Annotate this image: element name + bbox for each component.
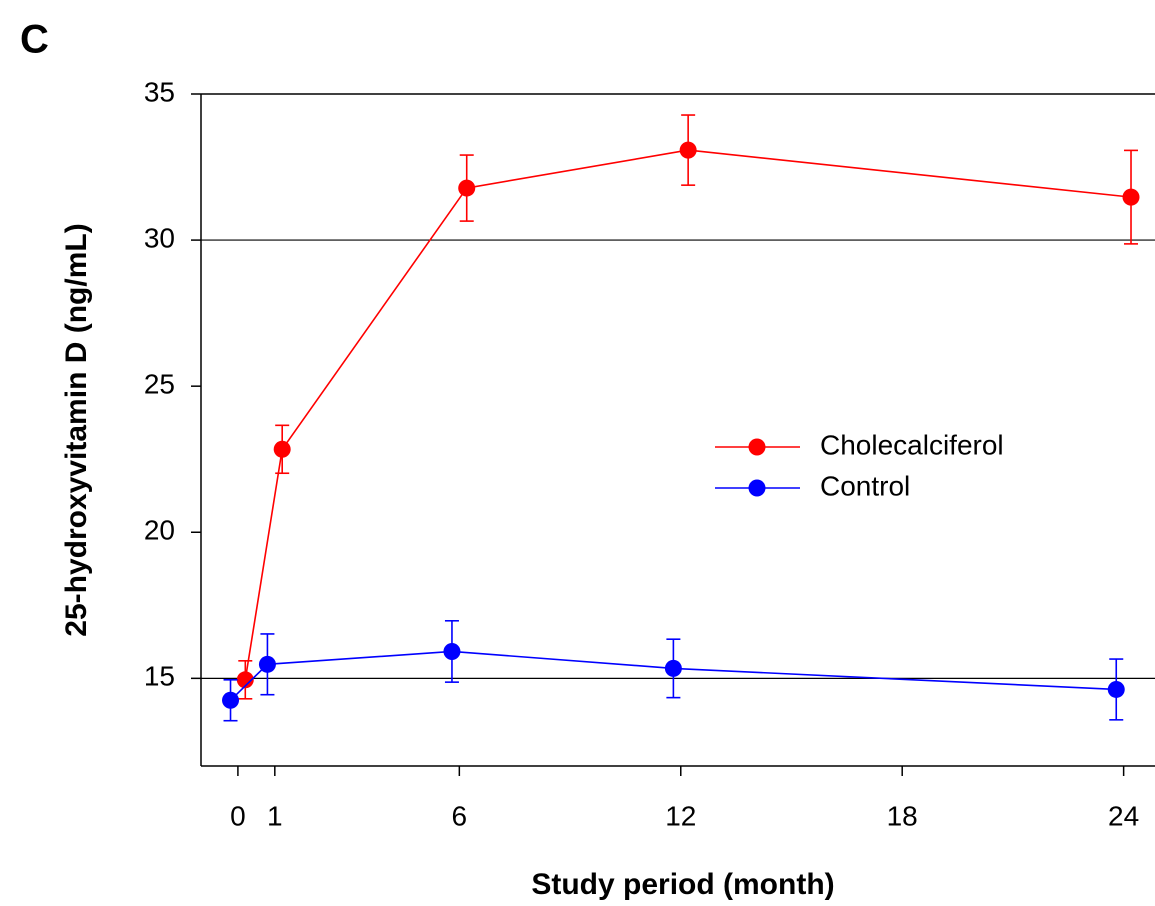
data-point (222, 691, 240, 709)
panel-label: C (20, 18, 49, 62)
x-tick-label: 24 (1108, 800, 1139, 831)
data-point (273, 440, 291, 458)
x-tick-label: 1 (267, 800, 283, 831)
x-tick-label: 6 (452, 800, 468, 831)
y-tick-label: 35 (144, 76, 175, 107)
data-point (679, 141, 697, 159)
legend-marker (748, 479, 766, 497)
series-line (244, 149, 1132, 680)
y-tick-label: 30 (144, 222, 175, 253)
legend-marker (748, 438, 766, 456)
y-axis-label: 25-hydroxyvitamin D (ng/mL) (60, 223, 93, 636)
data-point (236, 671, 254, 689)
x-tick-label: 0 (230, 800, 246, 831)
x-axis-label: Study period (month) (531, 868, 834, 901)
legend-label: Cholecalciferol (820, 429, 1004, 460)
data-point (443, 642, 461, 660)
x-tick-label: 12 (665, 800, 696, 831)
x-tick-label: 18 (887, 800, 918, 831)
data-point (1107, 680, 1125, 698)
y-tick-label: 25 (144, 369, 175, 400)
data-point (458, 179, 476, 197)
y-tick-label: 20 (144, 515, 175, 546)
legend-label: Control (820, 470, 910, 501)
data-point (664, 659, 682, 677)
data-point (258, 655, 276, 673)
y-tick-label: 15 (144, 661, 175, 692)
data-point (1122, 188, 1140, 206)
